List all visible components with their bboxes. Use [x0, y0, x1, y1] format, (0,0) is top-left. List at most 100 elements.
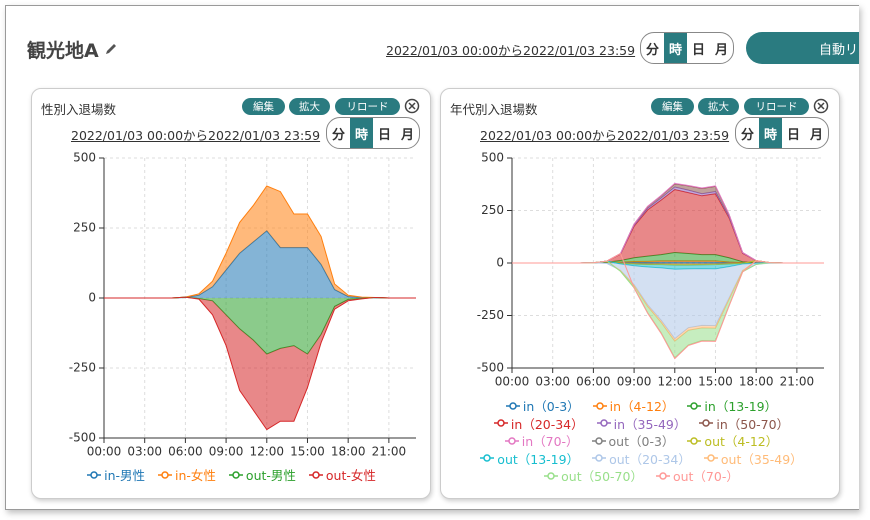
unit-option[interactable]: 月 — [400, 127, 414, 143]
legend-label: out（35-49） — [720, 451, 803, 467]
area-line — [104, 296, 416, 431]
legend-label: in（35-49） — [613, 416, 687, 432]
unit-option[interactable]: 分 — [645, 42, 659, 58]
legend-row: in（70-） out（0-3） out（4-12） — [504, 431, 778, 450]
panel-button[interactable]: 拡大 — [289, 98, 330, 115]
unit-option[interactable]: 時 — [759, 118, 782, 148]
legend-marker — [703, 454, 718, 462]
legend-row: in（20-34） in（35-49） in（50-70） — [493, 415, 789, 433]
unit-option[interactable]: 分 — [331, 127, 345, 143]
x-tick-label: 06:00 — [168, 445, 203, 459]
legend-label: in（0-3） — [522, 399, 580, 415]
legend-item[interactable]: out-女性 — [308, 465, 376, 484]
x-tick-label: 15:00 — [290, 445, 325, 459]
legend-row: out（50-70） out（70-） — [543, 467, 739, 485]
unit-option[interactable]: 月 — [809, 127, 823, 143]
legend-label: in（13-19） — [704, 399, 778, 415]
legend: in（0-3） in（4-12） in（13-19） in（20-34） in（35-4… — [446, 397, 836, 485]
area — [512, 260, 824, 264]
legend-item[interactable]: out（35-49） — [703, 449, 803, 468]
x-tick-label: 03:00 — [535, 375, 570, 389]
auto-reload-button[interactable]: 自動リ — [746, 32, 859, 64]
y-tick-label: -250 — [477, 308, 504, 322]
unit-toggle: 分時日月 — [640, 32, 734, 64]
panel-button[interactable]: リロード — [744, 98, 809, 115]
legend-marker — [87, 471, 102, 479]
legend-item[interactable]: in（35-49） — [596, 414, 687, 433]
legend-label: out（50-70） — [561, 469, 643, 485]
legend-item[interactable]: in（50-70） — [698, 414, 789, 433]
panel-button[interactable]: 拡大 — [698, 98, 739, 115]
legend-item[interactable]: in（0-3） — [505, 396, 580, 415]
legend-marker — [544, 472, 559, 480]
legend-label: in（70-） — [521, 434, 579, 450]
date-range[interactable]: 2022/01/03 00:00から2022/01/03 23:59 — [71, 128, 321, 143]
legend-item[interactable]: in（70-） — [504, 431, 579, 450]
x-tick-label: 06:00 — [576, 375, 611, 389]
y-tick-label: 250 — [481, 203, 504, 217]
area-line — [512, 252, 824, 360]
edit-icon[interactable] — [104, 42, 118, 56]
legend-row: out（13-19） out（20-34） out（35-49） — [479, 449, 803, 468]
legend-marker — [480, 454, 495, 462]
panel-button[interactable]: リロード — [335, 98, 400, 115]
x-tick-label: 12:00 — [657, 375, 692, 389]
date-range[interactable]: 2022/01/03 00:00から2022/01/03 23:59 — [480, 128, 730, 143]
x-tick-label: 18:00 — [331, 445, 366, 459]
y-tick-label: 500 — [481, 151, 504, 165]
unit-option[interactable]: 時 — [664, 33, 687, 63]
legend-item[interactable]: in（4-12） — [592, 396, 675, 415]
legend-marker — [308, 471, 323, 479]
unit-option[interactable]: 日 — [377, 127, 391, 143]
panel-title: 年代別入退場数 — [450, 102, 538, 117]
unit-option[interactable]: 月 — [714, 42, 728, 58]
legend-item[interactable]: out（50-70） — [543, 466, 643, 485]
legend-item[interactable]: in-男性 — [86, 465, 145, 484]
legend-label: in（4-12） — [609, 399, 675, 415]
legend-item[interactable]: in（13-19） — [686, 396, 777, 415]
close-icon[interactable] — [813, 98, 829, 114]
x-tick-label: 00:00 — [495, 375, 530, 389]
plot: -500 -250 0 250 500 00:00 03:00 06:00 09:00 12:00… — [477, 151, 824, 389]
panel-title: 性別入退場数 — [41, 102, 117, 117]
date-range[interactable]: 2022/01/03 00:00から2022/01/03 23:59 — [386, 43, 636, 58]
legend-marker — [228, 471, 243, 479]
y-tick-label: -500 — [69, 431, 96, 445]
y-tick-label: 500 — [73, 151, 96, 165]
x-tick-label: 03:00 — [127, 445, 162, 459]
unit-option[interactable]: 分 — [740, 127, 754, 143]
legend-item[interactable]: out（13-19） — [479, 449, 579, 468]
legend-item[interactable]: in（20-34） — [493, 414, 584, 433]
unit-option[interactable]: 時 — [350, 118, 373, 148]
x-tick-label: 21:00 — [780, 375, 815, 389]
charts: -500 -250 0 250 500 00:00 03:00 06:00 09:00 12:00… — [69, 151, 824, 459]
app-frame: 観光地A 2022/01/03 00:00から2022/01/03 23:59 … — [5, 5, 859, 510]
site-title: 観光地A — [27, 40, 99, 62]
x-tick-label: 09:00 — [617, 375, 652, 389]
legend-item[interactable]: out（70-） — [655, 466, 739, 485]
legend: in-男性 in-女性 out-男性 out-女性 — [36, 466, 426, 484]
unit-option[interactable]: 日 — [786, 127, 800, 143]
legend-label: out-男性 — [245, 468, 296, 484]
y-tick-label: -500 — [477, 361, 504, 375]
legend-item[interactable]: out（20-34） — [591, 449, 691, 468]
area — [512, 252, 824, 263]
legend-item[interactable]: out（0-3） — [591, 431, 674, 450]
close-icon[interactable] — [404, 98, 420, 114]
legend-marker — [493, 419, 508, 427]
legend-item[interactable]: in-女性 — [157, 465, 216, 484]
area — [104, 230, 416, 298]
unit-option[interactable]: 日 — [691, 42, 705, 58]
legend-label: out（70-） — [672, 469, 739, 485]
legend-item[interactable]: out-男性 — [228, 465, 296, 484]
legend-label: in-女性 — [175, 468, 216, 484]
legend-label: in（50-70） — [716, 416, 790, 432]
legend-label: out（13-19） — [497, 451, 580, 467]
legend-marker — [158, 471, 173, 479]
panel-button[interactable]: 編集 — [651, 98, 694, 115]
y-tick-label: 0 — [496, 256, 504, 270]
legend-item[interactable]: out（4-12） — [686, 431, 778, 450]
y-tick-label: 0 — [88, 291, 96, 305]
panel-button[interactable]: 編集 — [242, 98, 285, 115]
